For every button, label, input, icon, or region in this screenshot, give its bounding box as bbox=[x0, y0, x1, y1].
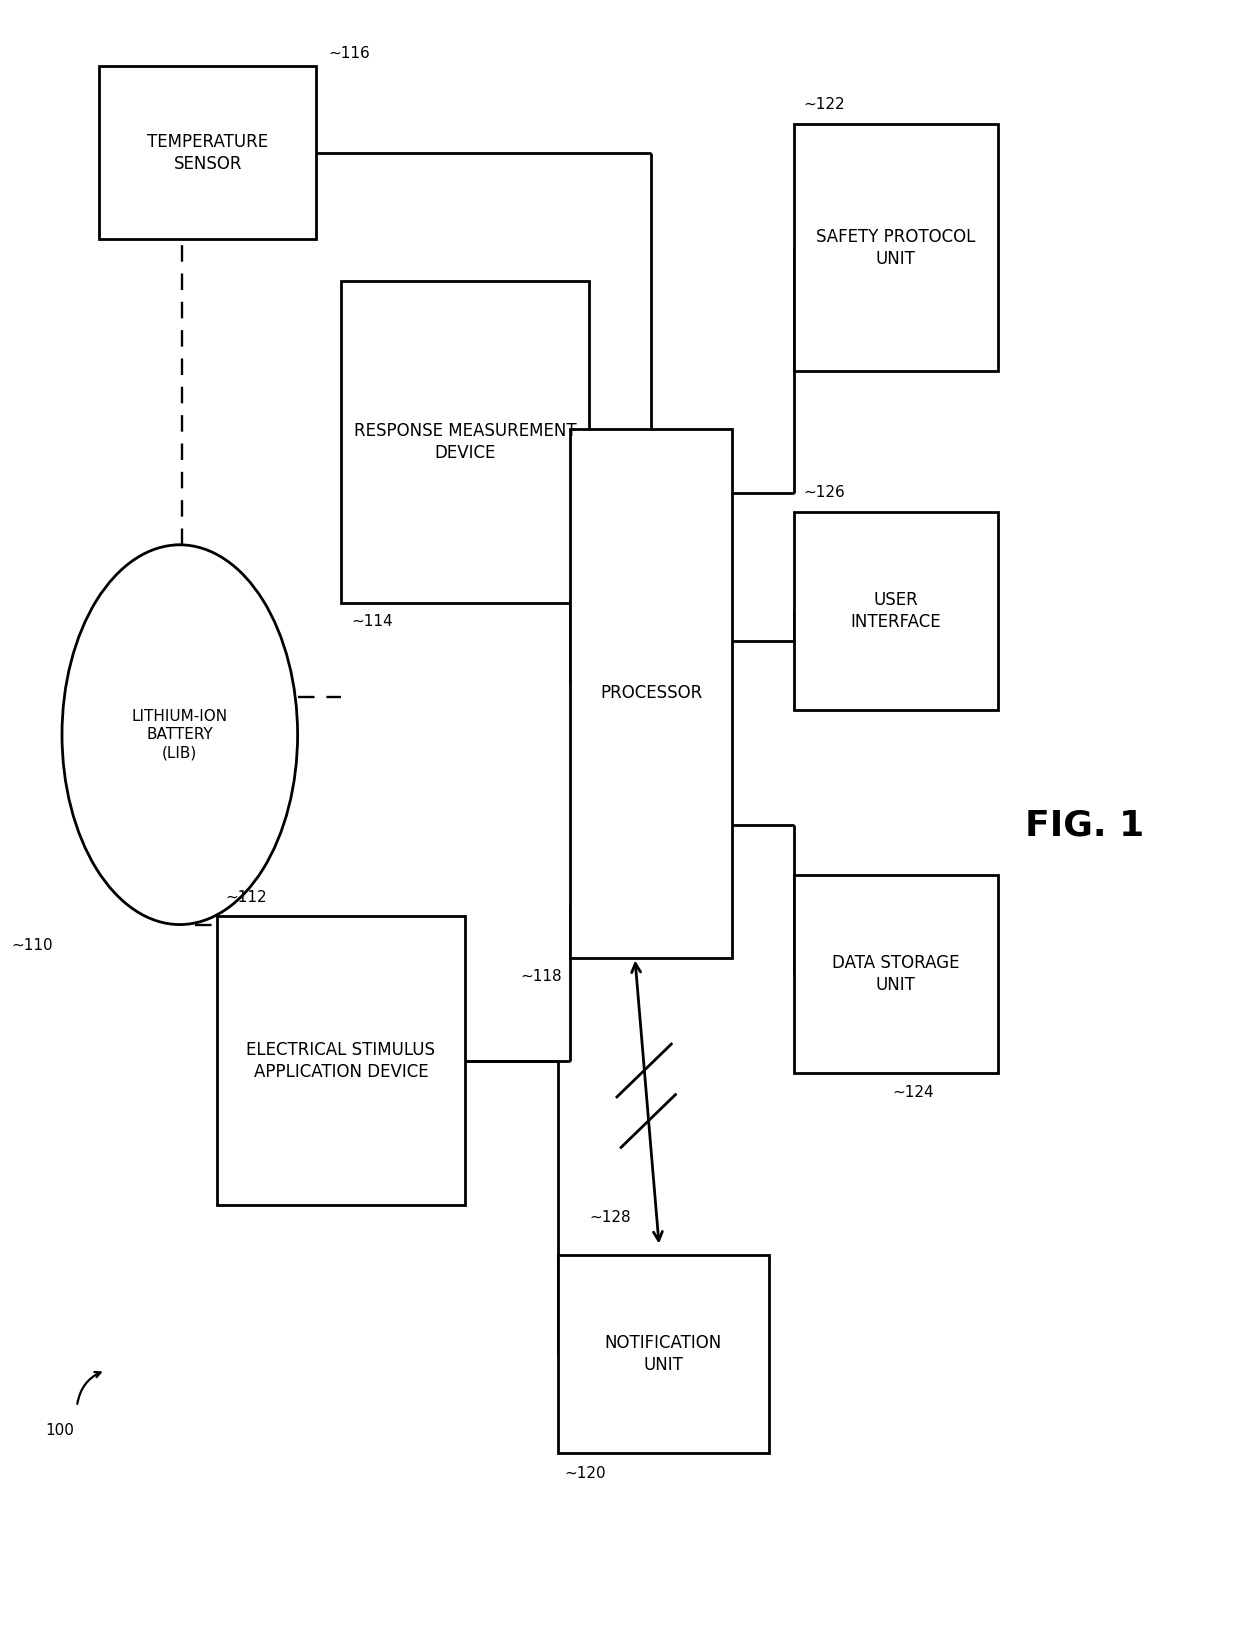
Text: 100: 100 bbox=[45, 1423, 74, 1438]
Text: ELECTRICAL STIMULUS
APPLICATION DEVICE: ELECTRICAL STIMULUS APPLICATION DEVICE bbox=[247, 1040, 435, 1081]
Text: ~118: ~118 bbox=[520, 969, 562, 984]
Text: ~114: ~114 bbox=[351, 614, 393, 629]
Text: SAFETY PROTOCOL
UNIT: SAFETY PROTOCOL UNIT bbox=[816, 228, 976, 267]
Text: RESPONSE MEASUREMENT
DEVICE: RESPONSE MEASUREMENT DEVICE bbox=[353, 421, 577, 462]
Text: ~126: ~126 bbox=[804, 485, 846, 500]
Bar bbox=[217, 916, 465, 1205]
Bar bbox=[99, 66, 316, 239]
Bar bbox=[794, 875, 998, 1073]
Text: PROCESSOR: PROCESSOR bbox=[600, 685, 702, 702]
Bar bbox=[341, 281, 589, 603]
Text: FIG. 1: FIG. 1 bbox=[1025, 809, 1145, 842]
Bar bbox=[794, 124, 998, 371]
Text: ~112: ~112 bbox=[226, 890, 268, 905]
Text: ~116: ~116 bbox=[329, 46, 371, 61]
Text: ~124: ~124 bbox=[893, 1085, 935, 1100]
Text: ~120: ~120 bbox=[564, 1466, 606, 1481]
Text: ~122: ~122 bbox=[804, 97, 846, 112]
Text: ~128: ~128 bbox=[589, 1210, 631, 1225]
Bar bbox=[570, 429, 732, 958]
Text: NOTIFICATION
UNIT: NOTIFICATION UNIT bbox=[605, 1334, 722, 1374]
Ellipse shape bbox=[62, 545, 298, 925]
Bar bbox=[794, 512, 998, 710]
Text: LITHIUM-ION
BATTERY
(LIB): LITHIUM-ION BATTERY (LIB) bbox=[131, 708, 228, 761]
Text: ~110: ~110 bbox=[11, 938, 53, 953]
Bar bbox=[558, 1255, 769, 1453]
Text: USER
INTERFACE: USER INTERFACE bbox=[851, 591, 941, 631]
Text: TEMPERATURE
SENSOR: TEMPERATURE SENSOR bbox=[148, 132, 268, 173]
Text: DATA STORAGE
UNIT: DATA STORAGE UNIT bbox=[832, 954, 960, 994]
